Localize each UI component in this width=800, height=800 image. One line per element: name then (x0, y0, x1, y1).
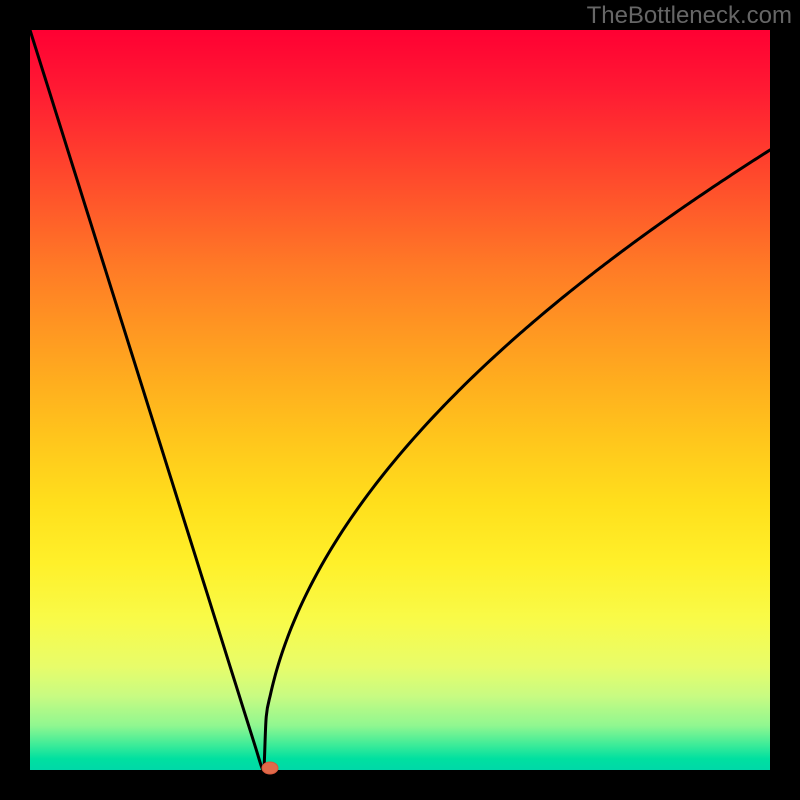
chart-svg (0, 0, 800, 800)
watermark-text: TheBottleneck.com (587, 2, 792, 30)
plot-frame (0, 0, 30, 800)
plot-frame (0, 770, 800, 800)
chart-container: TheBottleneck.com (0, 0, 800, 800)
optimal-point-marker (262, 762, 278, 774)
plot-frame (770, 0, 800, 800)
plot-background (30, 30, 770, 770)
